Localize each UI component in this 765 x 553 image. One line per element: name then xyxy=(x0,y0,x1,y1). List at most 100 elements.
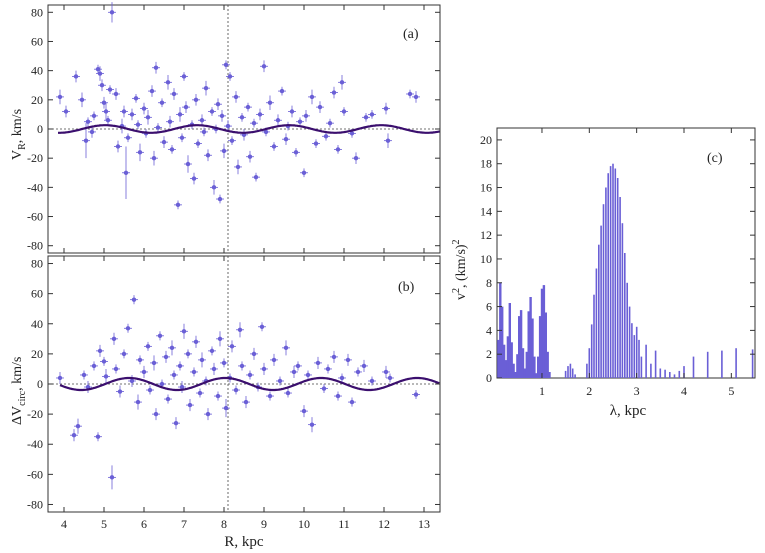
y-tick-label: -20 xyxy=(27,151,43,165)
panel-c-xlabel: λ, kpc xyxy=(610,403,647,419)
spectrum-bar xyxy=(564,370,567,378)
data-point xyxy=(192,93,200,106)
data-point xyxy=(250,347,258,360)
x-tick-label: 12 xyxy=(378,517,390,531)
spectrum-bar xyxy=(595,268,598,378)
data-point xyxy=(154,123,162,132)
panel-c-label: (c) xyxy=(707,151,723,166)
panel-c-ylabel: v2, (km/s)2 xyxy=(451,239,469,300)
spectrum-bar xyxy=(664,369,666,378)
data-point xyxy=(334,391,342,401)
y-tick-label: 14 xyxy=(480,204,492,218)
data-point xyxy=(180,323,188,339)
data-point xyxy=(158,98,166,108)
spectrum-bar xyxy=(640,356,643,378)
data-point xyxy=(368,376,376,386)
data-point xyxy=(292,147,300,157)
data-point xyxy=(146,385,154,395)
data-point xyxy=(232,91,240,103)
x-tick-label: 1 xyxy=(539,384,545,398)
x-tick-label: 5 xyxy=(728,384,734,398)
y-tick-label: 6 xyxy=(486,300,492,314)
data-point xyxy=(244,102,252,112)
spectrum-bar xyxy=(506,336,510,378)
data-point xyxy=(112,88,120,100)
data-point xyxy=(330,86,338,99)
data-point xyxy=(220,143,228,159)
spectrum-bar xyxy=(588,348,591,378)
data-point xyxy=(240,129,248,141)
data-point xyxy=(88,126,96,138)
y-tick-label: 0 xyxy=(37,377,43,391)
data-point xyxy=(178,380,186,394)
data-point xyxy=(130,295,138,305)
spectrum-bar xyxy=(600,225,602,378)
data-point xyxy=(234,159,242,175)
data-point xyxy=(338,75,346,90)
panel-b-x-ticks: 4 5 6 7 8 9 10 11 12 13 xyxy=(61,256,430,531)
y-tick-label: -60 xyxy=(27,467,43,481)
spectrum-bar xyxy=(548,372,551,378)
spectrum-bar xyxy=(540,288,544,378)
y-tick-label: 80 xyxy=(31,5,43,19)
y-tick-label: 20 xyxy=(480,133,492,147)
spectrum-bar xyxy=(542,285,546,378)
y-tick-label: 8 xyxy=(486,276,492,290)
panel-b-reference-lines xyxy=(48,256,440,512)
y-tick-label: 20 xyxy=(31,347,43,361)
data-point xyxy=(270,142,278,151)
x-tick-label: 2 xyxy=(586,384,592,398)
data-point xyxy=(120,349,128,359)
data-point xyxy=(222,60,230,70)
data-point xyxy=(198,114,206,127)
data-point xyxy=(382,102,390,115)
data-point xyxy=(204,149,212,162)
spectrum-bar xyxy=(669,372,671,378)
spectrum-bar xyxy=(525,351,528,378)
data-point xyxy=(160,136,168,148)
data-point xyxy=(308,417,316,433)
data-point xyxy=(62,105,70,118)
panel-a-model-curve xyxy=(58,124,440,134)
data-point xyxy=(260,60,268,73)
data-point xyxy=(210,180,218,195)
data-point xyxy=(96,344,104,357)
spectrum-bar xyxy=(735,348,737,378)
x-tick-label: 4 xyxy=(681,384,687,398)
data-point xyxy=(382,365,390,378)
y-tick-label: -60 xyxy=(27,210,43,224)
data-point xyxy=(274,114,282,127)
data-point xyxy=(72,70,80,83)
data-point xyxy=(152,61,160,74)
panel-a-x-ticks xyxy=(63,5,425,253)
data-point xyxy=(74,418,82,434)
spectrum-bar xyxy=(673,374,676,378)
data-point xyxy=(166,115,174,128)
data-point xyxy=(282,133,290,146)
spectrum-bar xyxy=(537,356,540,378)
x-tick-label: 6 xyxy=(141,517,147,531)
y-tick-label: 12 xyxy=(480,228,492,242)
data-point xyxy=(94,64,102,74)
data-point xyxy=(304,370,312,380)
spectrum-bar xyxy=(751,349,754,378)
spectrum-bar xyxy=(612,163,614,378)
spectrum-bar xyxy=(605,187,607,378)
data-point xyxy=(326,118,334,128)
y-tick-label: 2 xyxy=(486,347,492,361)
data-point xyxy=(368,110,376,119)
data-point xyxy=(246,150,254,163)
data-point xyxy=(218,110,226,122)
spectrum-bar xyxy=(659,368,662,378)
y-tick-label: 20 xyxy=(31,93,43,107)
data-point xyxy=(344,353,352,366)
spectrum-bar xyxy=(721,350,723,378)
data-point xyxy=(334,145,342,154)
data-point xyxy=(168,340,176,356)
data-point xyxy=(300,168,308,178)
data-point xyxy=(200,127,208,137)
data-point xyxy=(190,172,198,185)
panel-b: -80 -60 -40 -20 0 20 40 60 80 4 5 6 7 8 9 10 11 12 13 (b)… xyxy=(10,255,441,550)
y-tick-label: 60 xyxy=(31,287,43,301)
